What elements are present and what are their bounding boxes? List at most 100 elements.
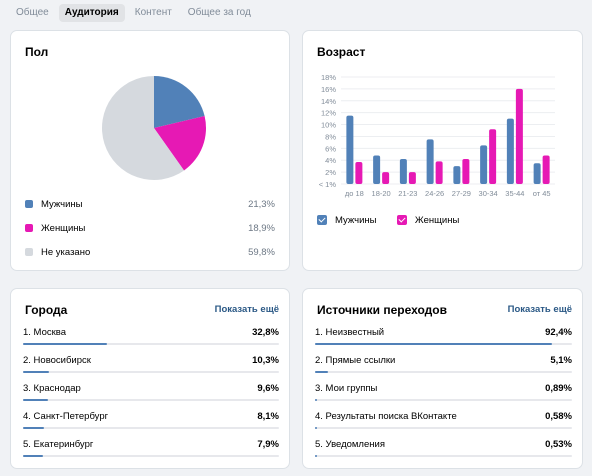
checkbox-icon [396,215,407,225]
list-item-value: 5,1% [550,355,572,366]
list-item: 2. Новосибирск 10,3% [21,355,279,377]
bar-male [453,166,461,184]
tab-audience[interactable]: Аудитория [58,4,125,22]
bar-male [346,115,354,184]
x-tick-label: до 18 [345,189,364,198]
list-item: 3. Краснодар 9,6% [21,383,279,405]
pie-slice-female [154,116,206,171]
x-tick-label: 27-29 [452,189,471,198]
progress-fill [23,399,48,401]
male-swatch-icon [25,200,33,208]
y-tick-label: < 1% [319,180,337,189]
y-tick-label: 6% [325,144,336,153]
list-item: 3. Мои группы 0,89% [313,383,572,405]
sources-show-more-link[interactable]: Показать ещё [507,304,572,315]
list-item-label: 4. Санкт-Петербург [23,411,109,422]
list-item: 4. Результаты поиска ВКонтакте 0,58% [313,411,572,433]
bar-female [515,88,523,184]
cities-title: Города [25,303,68,317]
y-tick-label: 4% [325,156,336,165]
cities-show-more-link[interactable]: Показать ещё [214,304,279,315]
list-item-label: 5. Екатеринбург [23,439,94,450]
y-tick-label: 2% [325,168,336,177]
list-item-label: 3. Мои группы [315,383,378,394]
x-tick-label: от 45 [533,189,551,198]
list-item-value: 0,58% [545,411,572,422]
gender-legend-male: Мужчины 21,3% [25,197,275,211]
bar-female [489,129,497,184]
progress-track [23,399,279,401]
list-item-value: 7,9% [257,439,279,450]
gender-legend-pct: 59,8% [248,246,275,258]
female-swatch-icon [25,224,33,232]
checkbox-icon [317,215,327,225]
list-item-label: 4. Результаты поиска ВКонтакте [315,411,457,422]
tab-content[interactable]: Контент [134,7,172,18]
age-legend-female[interactable]: Женщины [396,215,459,226]
x-tick-label: 21-23 [398,189,417,198]
cities-card: Города Показать ещё 1. Москва 32,8% 2. Нов… [10,288,290,469]
gender-legend-label: Не указано [41,246,91,258]
list-item-label: 5. Уведомления [315,439,385,450]
tab-yearly[interactable]: Общее за год [187,7,251,18]
y-tick-label: 18% [321,73,336,82]
progress-fill [23,371,50,373]
bar-female [408,172,416,184]
progress-track [315,455,572,457]
tabs-bar: Общее Аудитория Контент Общее за год [10,4,257,22]
x-tick-label: 18-20 [372,189,391,198]
progress-track [315,343,572,345]
bar-male [399,159,407,184]
y-tick-label: 8% [325,132,336,141]
age-legend-male[interactable]: Мужчины [317,215,376,226]
unknown-swatch-icon [25,248,33,256]
progress-track [315,371,572,373]
gender-title: Пол [25,45,49,59]
bar-male [533,163,541,184]
age-legend: Мужчины Женщины [317,212,475,230]
progress-fill [315,371,329,373]
list-item-value: 0,53% [545,439,572,450]
gender-legend-female: Женщины 18,9% [25,221,275,235]
gender-legend-pct: 18,9% [248,222,275,234]
sources-title: Источники переходов [317,303,447,317]
progress-track [23,455,279,457]
gender-legend-label: Мужчины [41,198,83,210]
progress-track [315,399,572,401]
progress-fill [315,343,553,345]
x-tick-label: 30-34 [479,189,498,198]
list-item-value: 32,8% [252,327,279,338]
list-item-label: 2. Новосибирск [23,355,91,366]
pie-slice-male [154,76,205,128]
gender-legend-unknown: Не указано 59,8% [25,245,275,259]
x-tick-label: 24-26 [425,189,444,198]
y-tick-label: 10% [321,121,336,130]
gender-legend-label: Женщины [41,222,86,234]
bar-male [373,155,381,184]
list-item-label: 1. Москва [23,327,66,338]
list-item: 1. Неизвестный 92,4% [313,327,572,349]
x-tick-label: 35-44 [505,189,524,198]
age-legend-male-label: Мужчины [335,214,377,226]
list-item-label: 3. Краснодар [23,383,81,394]
gender-pie-chart [102,76,206,180]
list-item-label: 2. Прямые ссылки [315,355,396,366]
progress-fill [315,455,317,457]
bar-male [480,145,488,184]
list-item-value: 10,3% [252,355,279,366]
list-item: 1. Москва 32,8% [21,327,279,349]
age-bar-chart: 18% 16% 14% 12% 10% 8% 6% 4% 2% < 1% до 18 18-20 21-… [319,73,555,198]
y-tick-label: 16% [321,85,336,94]
bar-female [435,161,443,184]
y-tick-label: 12% [321,109,336,118]
bar-male [426,139,434,184]
list-item-value: 9,6% [257,383,279,394]
list-item-value: 0,89% [545,383,572,394]
progress-fill [315,427,317,429]
list-item: 2. Прямые ссылки 5,1% [313,355,572,377]
y-tick-label: 14% [321,97,336,106]
tab-general[interactable]: Общее [16,7,49,18]
progress-fill [315,399,318,401]
pie-slice-unknown [102,76,185,180]
progress-track [315,427,572,429]
